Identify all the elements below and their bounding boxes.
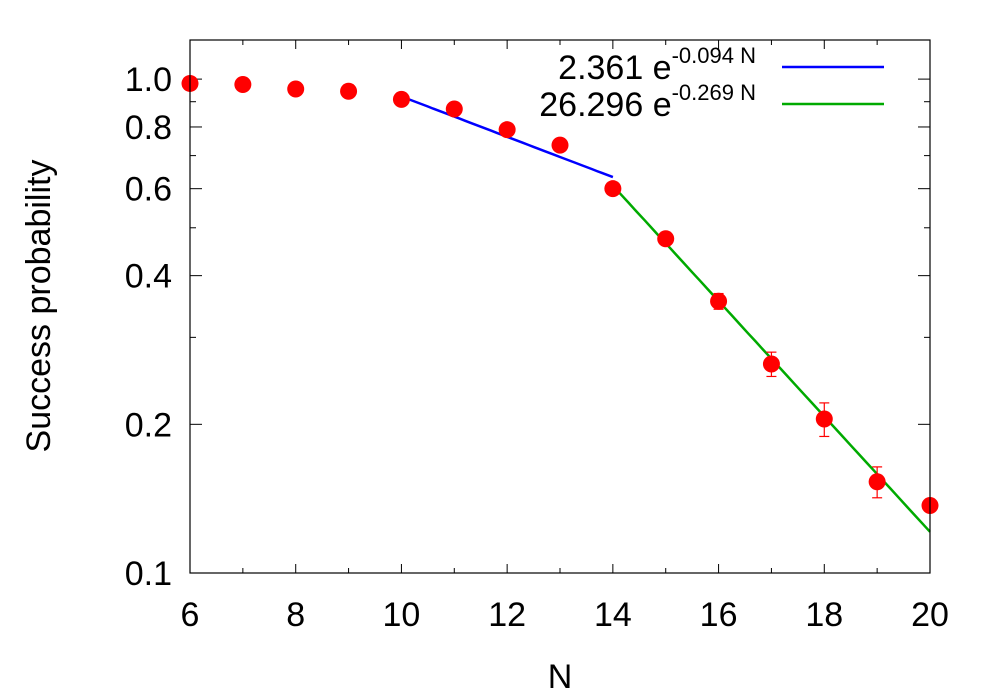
axis-ticks [189, 40, 931, 574]
y-axis-label: Success probability [20, 160, 58, 453]
y-tick-label: 0.1 [125, 555, 172, 593]
plot-frame [189, 39, 931, 574]
x-tick-label: 14 [594, 596, 632, 634]
data-point [657, 230, 675, 248]
data-point [604, 180, 622, 198]
data-point [551, 136, 569, 154]
legend-label-1: 2.361 e-0.094 N [558, 43, 756, 87]
data-points [181, 74, 939, 514]
y-tick-label: 1.0 [125, 61, 172, 99]
data-point [710, 292, 728, 310]
tick-labels: 6 8 10 12 14 16 18 20 0.1 0.2 0.4 0.6 0.8 1.0 [125, 61, 949, 634]
data-point [340, 82, 358, 100]
data-point [762, 355, 780, 373]
y-tick-label: 0.8 [125, 109, 172, 147]
x-tick-label: 18 [805, 596, 843, 634]
y-tick-label: 0.4 [125, 258, 172, 296]
x-axis-label: N [548, 658, 573, 696]
x-tick-label: 16 [700, 596, 738, 634]
x-tick-label: 12 [488, 596, 526, 634]
x-tick-label: 20 [911, 596, 949, 634]
y-tick-label: 0.2 [125, 406, 172, 444]
x-tick-label: 6 [181, 596, 200, 634]
data-point [868, 473, 886, 491]
data-point [498, 121, 516, 139]
data-point [392, 90, 410, 108]
y-tick-label: 0.6 [125, 171, 172, 209]
legend: 2.361 e-0.094 N26.296 e-0.269 N [539, 43, 884, 124]
data-point [287, 80, 305, 98]
data-point [234, 76, 252, 94]
legend-label-2: 26.296 e-0.269 N [539, 80, 756, 124]
x-tick-label: 8 [286, 596, 305, 634]
data-point [445, 100, 463, 118]
x-tick-label: 10 [383, 596, 421, 634]
data-point [815, 410, 833, 428]
